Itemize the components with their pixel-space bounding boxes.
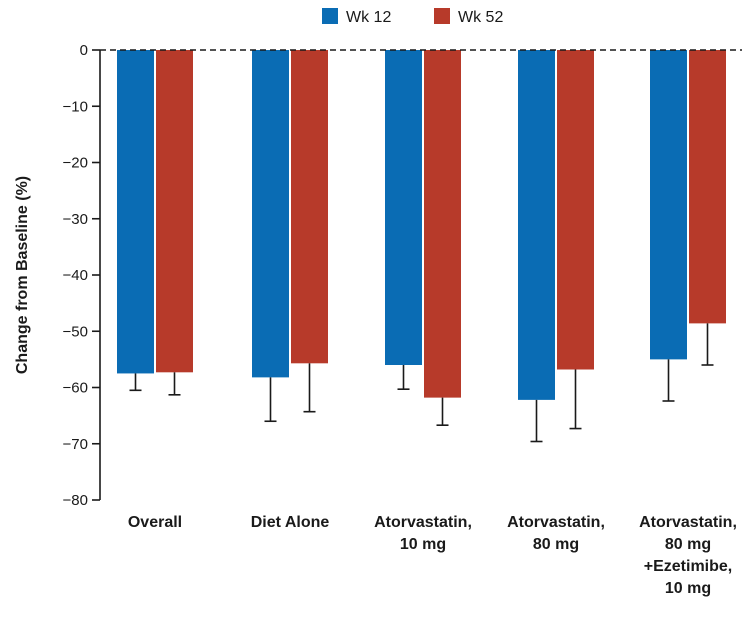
bar-wk12-3 — [518, 50, 555, 400]
error-bars — [129, 323, 714, 443]
category-label: Atorvastatin, 80 mg +Ezetimibe, 10 mg — [639, 514, 737, 597]
y-tick-label: −10 — [63, 98, 88, 115]
y-tick-label: −80 — [63, 492, 88, 509]
y-tick-label: −60 — [63, 380, 88, 397]
y-tick-label: −40 — [63, 267, 88, 284]
y-tick-label: −70 — [63, 436, 88, 453]
bar-wk12-1 — [252, 50, 289, 378]
y-tick-label: −20 — [63, 155, 88, 172]
bar-wk12-4 — [650, 50, 687, 360]
bar-wk52-2 — [424, 50, 461, 398]
legend-label-wk52: Wk 52 — [458, 9, 503, 26]
legend-swatch-wk12 — [322, 8, 338, 24]
bar-wk12-0 — [117, 50, 154, 374]
bars — [117, 50, 726, 400]
legend: Wk 12 Wk 52 — [322, 8, 503, 26]
bar-wk52-3 — [557, 50, 594, 370]
bar-wk12-2 — [385, 50, 422, 365]
category-label: Overall — [128, 514, 182, 531]
y-tick-label: −30 — [63, 211, 88, 228]
y-axis-title: Change from Baseline (%) — [14, 176, 31, 374]
bar-wk52-1 — [291, 50, 328, 364]
y-ticks: 0 −10 −20 −30 −40 −50 −60 −70 −80 — [63, 42, 100, 509]
y-tick-label: −50 — [63, 323, 88, 340]
category-label: Diet Alone — [251, 514, 330, 531]
category-labels: Overall Diet Alone Atorvastatin, 10 mg Atorv… — [128, 514, 737, 597]
legend-label-wk12: Wk 12 — [346, 9, 391, 26]
category-label: Atorvastatin, 10 mg — [374, 514, 472, 553]
y-tick-label: 0 — [80, 42, 88, 59]
legend-swatch-wk52 — [434, 8, 450, 24]
bar-wk52-4 — [689, 50, 726, 324]
category-label: Atorvastatin, 80 mg — [507, 514, 605, 553]
bar-wk52-0 — [156, 50, 193, 373]
